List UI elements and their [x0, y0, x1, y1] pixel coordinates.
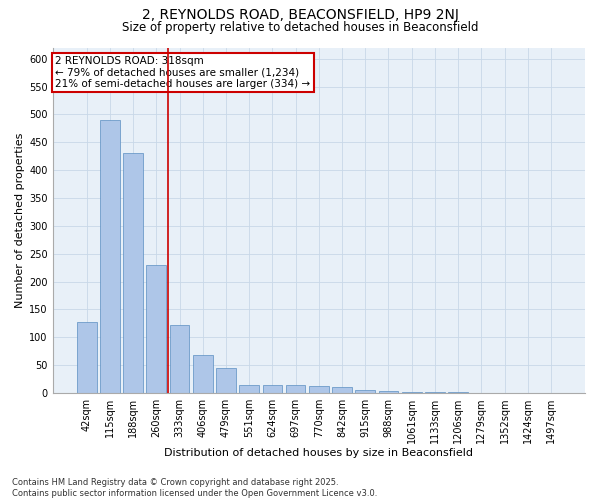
- Text: 2, REYNOLDS ROAD, BEACONSFIELD, HP9 2NJ: 2, REYNOLDS ROAD, BEACONSFIELD, HP9 2NJ: [142, 8, 458, 22]
- Bar: [123, 154, 143, 393]
- Bar: [170, 325, 190, 393]
- Bar: [100, 120, 120, 393]
- Bar: [355, 390, 375, 393]
- Bar: [309, 386, 329, 393]
- Bar: [216, 368, 236, 393]
- Bar: [193, 354, 212, 393]
- Text: Contains HM Land Registry data © Crown copyright and database right 2025.
Contai: Contains HM Land Registry data © Crown c…: [12, 478, 377, 498]
- Bar: [379, 392, 398, 393]
- Bar: [425, 392, 445, 393]
- Y-axis label: Number of detached properties: Number of detached properties: [15, 132, 25, 308]
- Bar: [448, 392, 468, 393]
- Text: 2 REYNOLDS ROAD: 318sqm
← 79% of detached houses are smaller (1,234)
21% of semi: 2 REYNOLDS ROAD: 318sqm ← 79% of detache…: [55, 56, 310, 90]
- Bar: [286, 384, 305, 393]
- Bar: [332, 388, 352, 393]
- Bar: [402, 392, 422, 393]
- Bar: [239, 385, 259, 393]
- Bar: [77, 322, 97, 393]
- Bar: [146, 266, 166, 393]
- X-axis label: Distribution of detached houses by size in Beaconsfield: Distribution of detached houses by size …: [164, 448, 473, 458]
- Bar: [263, 385, 282, 393]
- Text: Size of property relative to detached houses in Beaconsfield: Size of property relative to detached ho…: [122, 21, 478, 34]
